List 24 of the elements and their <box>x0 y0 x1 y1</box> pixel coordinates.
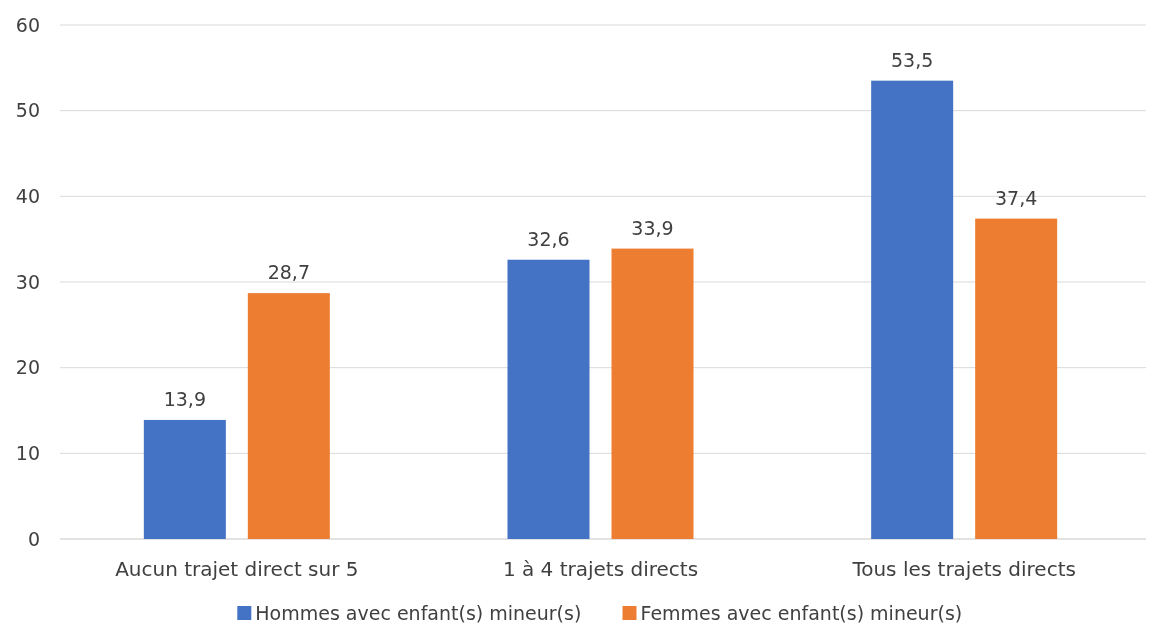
y-tick-label: 0 <box>27 527 40 550</box>
data-label: 53,5 <box>891 48 934 71</box>
y-tick-label: 40 <box>15 184 40 207</box>
y-tick-label: 10 <box>15 441 40 464</box>
data-label: 28,7 <box>267 261 310 284</box>
x-tick-label: 1 à 4 trajets directs <box>502 557 699 581</box>
data-label: 13,9 <box>163 387 206 410</box>
x-tick-label: Aucun trajet direct sur 5 <box>115 557 359 581</box>
y-tick-label: 50 <box>15 99 40 122</box>
data-label: 37,4 <box>995 186 1038 209</box>
bar <box>975 218 1058 539</box>
data-label: 32,6 <box>527 227 570 250</box>
y-tick-label: 60 <box>15 13 40 36</box>
legend-label: Hommes avec enfant(s) mineur(s) <box>255 602 582 624</box>
legend-label: Femmes avec enfant(s) mineur(s) <box>640 602 963 624</box>
bar <box>611 248 694 539</box>
bar <box>143 419 226 539</box>
x-tick-label: Tous les trajets directs <box>851 557 1076 581</box>
y-tick-label: 20 <box>15 356 40 379</box>
bar <box>507 259 590 539</box>
bar <box>871 80 954 539</box>
y-tick-label: 30 <box>15 270 40 293</box>
data-label: 33,9 <box>631 216 674 239</box>
bar <box>247 293 330 539</box>
